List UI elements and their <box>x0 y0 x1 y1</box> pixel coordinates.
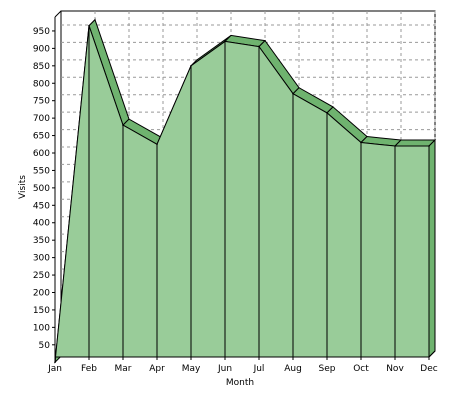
data-point <box>428 145 430 147</box>
area-segment <box>360 141 396 358</box>
x-tick-label: Dec <box>420 364 437 374</box>
y-tick-label: 250 <box>33 271 50 281</box>
data-point <box>394 145 396 147</box>
area-side-face <box>428 138 436 359</box>
area-segment <box>326 111 362 358</box>
x-axis-label: Month <box>226 378 254 388</box>
y-tick-label: 950 <box>33 27 50 37</box>
x-tick-labels: Jan Feb Mar Apr May Jun Jul Aug Sep Oct Nov Dec <box>47 364 438 374</box>
data-point <box>224 40 226 43</box>
y-tick-label: 350 <box>33 236 50 246</box>
x-tick-label: May <box>182 364 201 374</box>
y-tick-label: 700 <box>33 114 50 124</box>
y-tick-label: 600 <box>33 149 50 159</box>
area-segment <box>122 124 158 358</box>
x-tick-label: Oct <box>353 364 369 374</box>
y-tick-labels: 50 100 150 200 250 300 350 400 450 500 550 600 650 70… <box>33 27 50 351</box>
area-segment <box>224 40 260 358</box>
data-point <box>326 112 328 114</box>
area-top-band <box>393 139 437 147</box>
area-segment <box>292 92 328 358</box>
area-segment <box>394 145 430 358</box>
area-segment <box>258 45 294 358</box>
area-series <box>54 18 437 364</box>
y-tick-label: 400 <box>33 219 50 229</box>
data-point <box>54 361 56 364</box>
floor-edge <box>428 350 436 358</box>
data-point <box>292 92 294 95</box>
data-point <box>360 141 362 144</box>
x-tick-label: Jul <box>253 364 265 374</box>
data-point <box>156 143 158 146</box>
x-tick-label: Feb <box>81 364 97 374</box>
wall-edge <box>54 10 62 18</box>
x-tick-label: Aug <box>284 364 302 374</box>
data-point <box>190 65 192 67</box>
y-tick-label: 300 <box>33 254 50 264</box>
y-axis-label: Visits <box>18 175 28 199</box>
y-tick-label: 500 <box>33 184 50 194</box>
y-tick-label: 450 <box>33 201 50 211</box>
x-tick-label: Nov <box>386 364 404 374</box>
y-tick-label: 100 <box>33 323 50 333</box>
x-tick-label: Jun <box>217 364 232 374</box>
y-tick-label: 150 <box>33 306 50 316</box>
data-point <box>258 45 260 48</box>
y-tick-label: 550 <box>33 166 50 176</box>
y-tick-label: 200 <box>33 288 50 298</box>
x-tick-label: Apr <box>149 364 165 374</box>
x-tick-label: Mar <box>115 364 132 374</box>
axes <box>52 17 436 360</box>
y-tick-label: 900 <box>33 44 50 54</box>
y-tick-label: 650 <box>33 132 50 142</box>
data-point <box>88 24 90 27</box>
y-tick-label: 50 <box>39 341 51 351</box>
y-tick-label: 850 <box>33 62 50 72</box>
data-point <box>122 124 124 126</box>
x-tick-label: Sep <box>319 364 336 374</box>
area-segment <box>190 40 226 358</box>
y-tick-label: 750 <box>33 97 50 107</box>
y-tick-label: 800 <box>33 79 50 89</box>
x-tick-label: Jan <box>47 364 62 374</box>
